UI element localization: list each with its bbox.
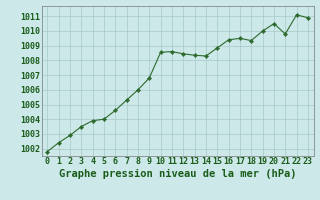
- X-axis label: Graphe pression niveau de la mer (hPa): Graphe pression niveau de la mer (hPa): [59, 169, 296, 179]
